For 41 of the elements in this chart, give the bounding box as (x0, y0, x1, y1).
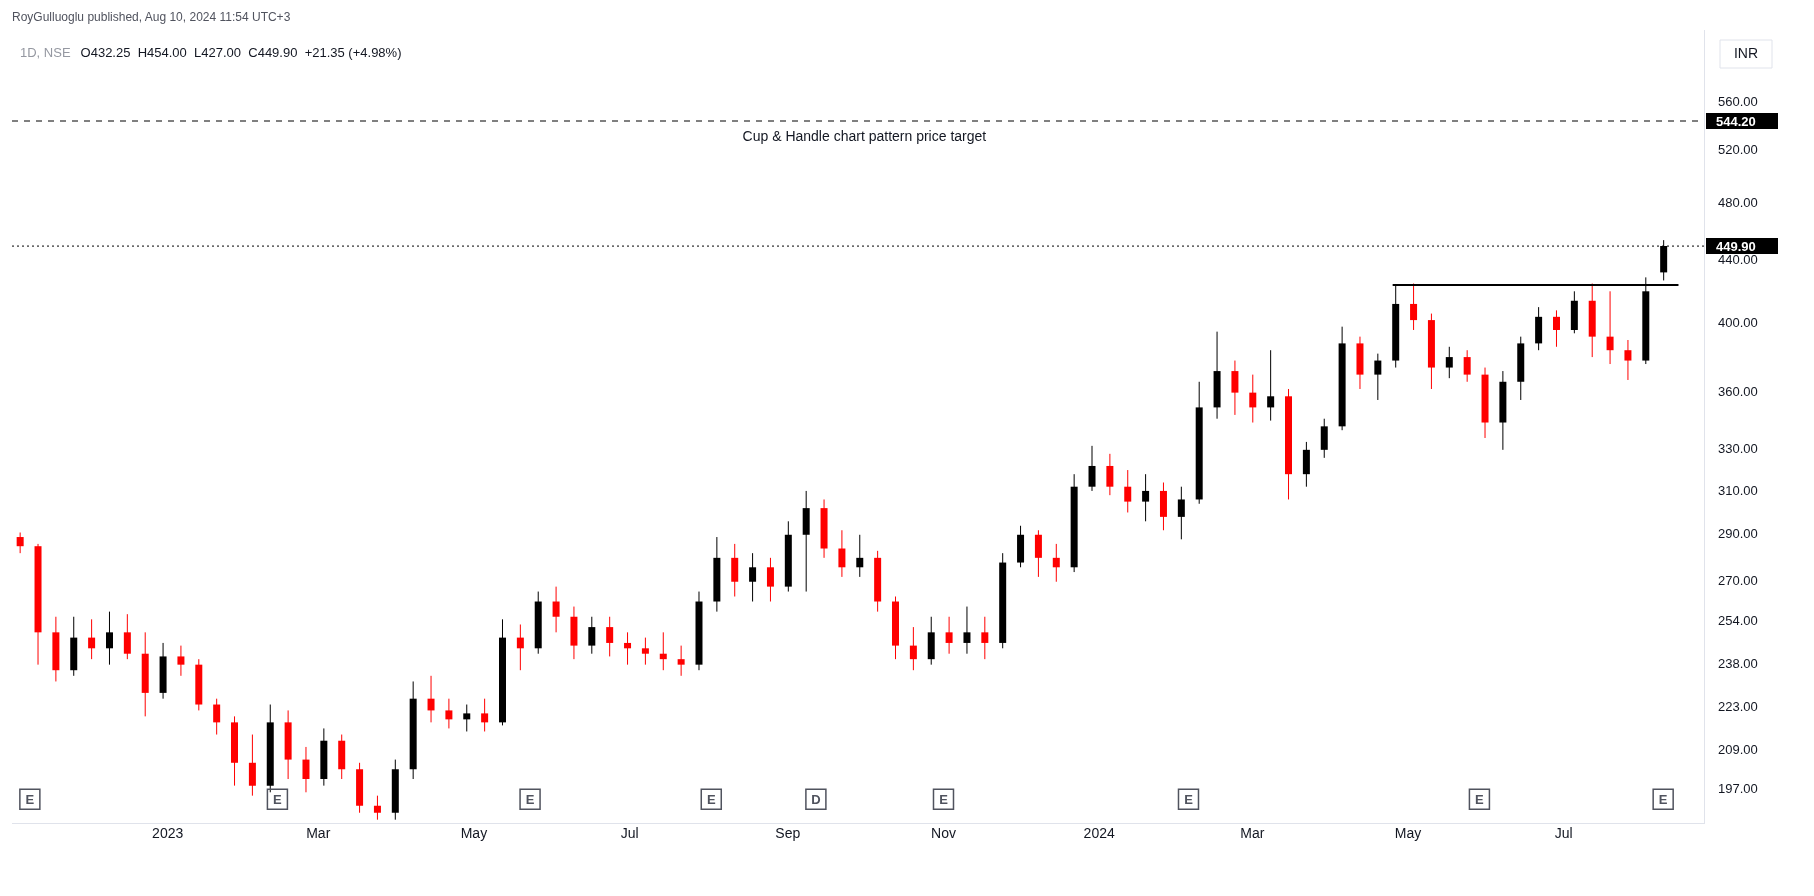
annotation: E (25, 791, 35, 807)
annotation: E (525, 791, 535, 807)
annotation: D (811, 791, 821, 807)
y-tick-label: 223.00 (1718, 699, 1758, 715)
annotation: E (939, 791, 949, 807)
text: O432.25 H454.00 L427.00 C449.90 +21.35 (+4.98%) (80, 44, 402, 60)
annotation: E (1658, 791, 1668, 807)
annotation: Cup & Handle chart pattern price target (742, 127, 987, 144)
y-tick-label: 270.00 (1718, 573, 1758, 589)
y-tick-label: 290.00 (1718, 526, 1758, 542)
text: 1D, NSE (20, 44, 71, 60)
y-tick-label: 238.00 (1718, 656, 1758, 672)
annotation: E (706, 791, 716, 807)
x-tick-label: Sep (775, 825, 801, 842)
x-tick-label: Nov (931, 825, 956, 842)
y-tick-label: 209.00 (1718, 741, 1758, 757)
text: RoyGulluoglu published, Aug 10, 2024 11:54 UTC+3 (12, 10, 291, 25)
y-tick-label: 440.00 (1718, 252, 1758, 268)
y-axis-title: INR (1733, 44, 1759, 61)
x-tick-label: Jul (620, 825, 639, 842)
y-tick-label: 400.00 (1718, 314, 1758, 330)
y-tick-label: 330.00 (1718, 441, 1758, 457)
x-tick-label: May (460, 825, 488, 842)
ref-line-label: 544.20 (1716, 113, 1756, 129)
x-tick-label: Mar (1240, 825, 1265, 842)
annotation: E (1475, 791, 1485, 807)
annotation: E (1184, 791, 1194, 807)
x-tick-label: Mar (306, 825, 331, 842)
y-tick-label: 360.00 (1718, 384, 1758, 400)
x-tick-label: May (1394, 825, 1422, 842)
y-tick-label: 197.00 (1718, 780, 1758, 796)
y-tick-label: 254.00 (1718, 613, 1758, 629)
y-tick-label: 560.00 (1718, 93, 1758, 109)
x-tick-label: 2024 (1083, 825, 1115, 842)
x-tick-label: 2023 (152, 825, 184, 842)
x-tick-label: Jul (1554, 825, 1573, 842)
ref-line-label: 449.90 (1716, 238, 1756, 254)
annotation: E (273, 791, 283, 807)
y-tick-label: 310.00 (1718, 482, 1758, 498)
y-tick-label: 520.00 (1718, 142, 1758, 158)
y-tick-label: 480.00 (1718, 195, 1758, 211)
